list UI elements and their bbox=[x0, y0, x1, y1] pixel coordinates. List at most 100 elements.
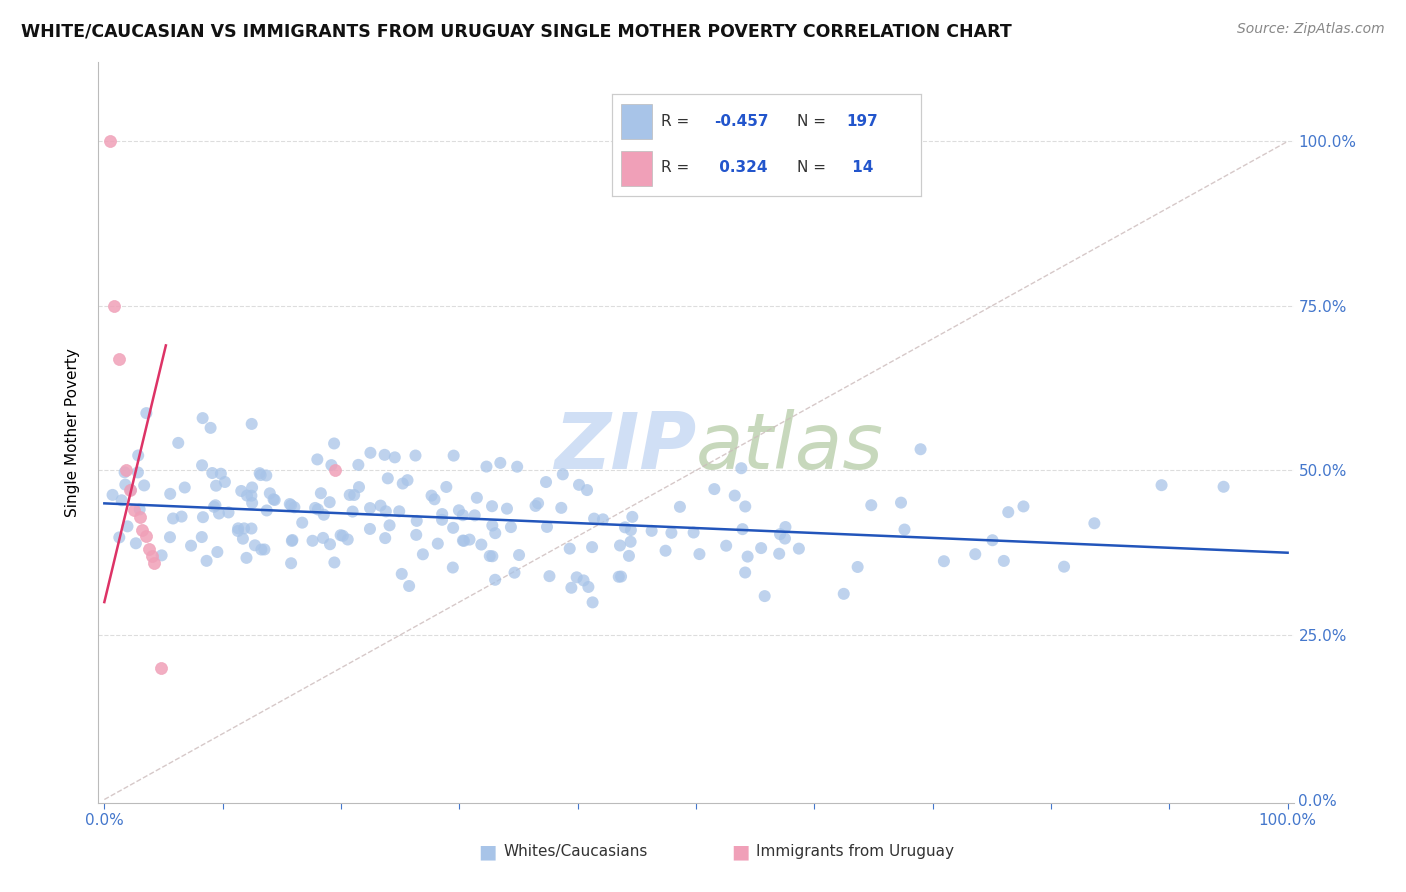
Point bbox=[378, 518, 401, 533]
Point bbox=[609, 539, 631, 553]
Point bbox=[484, 573, 506, 587]
Text: ■: ■ bbox=[478, 842, 496, 862]
Point bbox=[443, 449, 465, 463]
Point bbox=[640, 524, 662, 538]
Point bbox=[191, 530, 214, 544]
Point bbox=[232, 532, 254, 546]
Point bbox=[576, 580, 599, 594]
Point bbox=[374, 448, 396, 462]
Point bbox=[143, 556, 166, 570]
Point bbox=[207, 545, 229, 559]
Point bbox=[405, 449, 427, 463]
Point bbox=[135, 529, 157, 543]
Text: N =: N = bbox=[797, 114, 831, 128]
Point bbox=[209, 467, 232, 481]
Point bbox=[470, 537, 492, 551]
Point bbox=[688, 547, 710, 561]
Point bbox=[359, 446, 381, 460]
Text: ■: ■ bbox=[731, 842, 749, 862]
Point bbox=[583, 511, 606, 525]
Point bbox=[572, 574, 595, 588]
Point bbox=[150, 661, 173, 675]
Point bbox=[617, 549, 640, 563]
Point bbox=[890, 495, 912, 509]
Point bbox=[321, 458, 343, 472]
Point bbox=[114, 465, 136, 479]
Point bbox=[503, 566, 526, 580]
Point bbox=[534, 475, 557, 489]
Point bbox=[309, 486, 332, 500]
Text: Whites/Caucasians: Whites/Caucasians bbox=[503, 845, 648, 859]
Point bbox=[997, 505, 1019, 519]
Point bbox=[703, 482, 725, 496]
Point bbox=[610, 569, 633, 583]
Point bbox=[1150, 478, 1173, 492]
Point bbox=[170, 509, 193, 524]
Point bbox=[243, 538, 266, 552]
Text: Source: ZipAtlas.com: Source: ZipAtlas.com bbox=[1237, 22, 1385, 37]
Point bbox=[134, 478, 156, 492]
Point bbox=[451, 533, 474, 548]
Point bbox=[405, 514, 427, 528]
Point bbox=[607, 570, 630, 584]
Point bbox=[478, 549, 501, 563]
Text: 14: 14 bbox=[846, 160, 873, 175]
Text: Immigrants from Uruguay: Immigrants from Uruguay bbox=[756, 845, 955, 859]
Point bbox=[312, 508, 335, 522]
Point bbox=[565, 570, 588, 584]
Point bbox=[1083, 516, 1105, 531]
Point bbox=[240, 480, 263, 494]
Point bbox=[441, 560, 464, 574]
Point bbox=[614, 520, 637, 534]
Point bbox=[846, 560, 869, 574]
Point bbox=[893, 523, 915, 537]
Point bbox=[370, 499, 392, 513]
Point bbox=[191, 510, 214, 524]
Point bbox=[768, 547, 790, 561]
Point bbox=[737, 549, 759, 564]
Point bbox=[558, 541, 581, 556]
Point bbox=[451, 508, 474, 523]
Point bbox=[107, 351, 129, 366]
Point bbox=[441, 521, 464, 535]
Point bbox=[423, 492, 446, 507]
Point bbox=[200, 421, 222, 435]
Point bbox=[432, 507, 454, 521]
Point bbox=[278, 497, 301, 511]
Point bbox=[128, 509, 150, 524]
Point bbox=[560, 581, 582, 595]
Point bbox=[499, 520, 522, 534]
Point bbox=[581, 595, 603, 609]
Point bbox=[620, 523, 643, 537]
Point bbox=[860, 498, 883, 512]
Point bbox=[965, 547, 987, 561]
Point bbox=[538, 569, 561, 583]
Point bbox=[253, 542, 276, 557]
Point bbox=[391, 476, 413, 491]
Point bbox=[307, 502, 329, 516]
Point bbox=[281, 533, 304, 548]
Point bbox=[114, 477, 136, 491]
Point bbox=[669, 500, 692, 514]
Point bbox=[731, 522, 754, 536]
Point bbox=[108, 530, 131, 544]
Point bbox=[420, 489, 443, 503]
Point bbox=[769, 527, 792, 541]
Point bbox=[167, 436, 190, 450]
Point bbox=[981, 533, 1004, 548]
Point bbox=[131, 523, 153, 537]
Point bbox=[536, 520, 558, 534]
Point bbox=[458, 533, 481, 547]
Point bbox=[135, 406, 157, 420]
Point bbox=[240, 489, 263, 503]
Point bbox=[281, 533, 304, 547]
Point bbox=[301, 533, 323, 548]
Point bbox=[576, 483, 599, 497]
Point bbox=[527, 496, 550, 510]
Point bbox=[201, 466, 224, 480]
Point bbox=[568, 478, 591, 492]
Point bbox=[374, 531, 396, 545]
Point bbox=[117, 519, 139, 533]
Point bbox=[932, 554, 955, 568]
Point bbox=[103, 299, 125, 313]
